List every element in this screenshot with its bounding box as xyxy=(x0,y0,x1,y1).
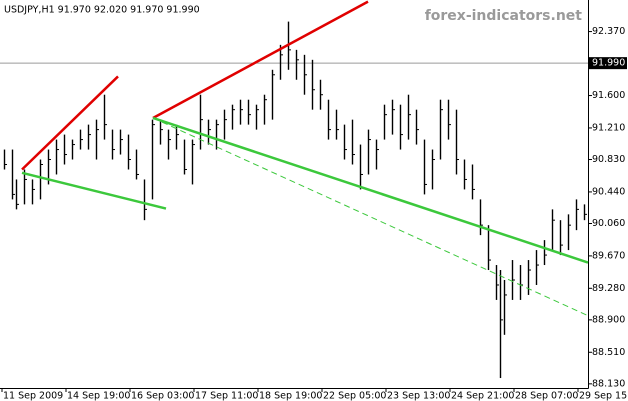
y-tick-label: 89.670 xyxy=(592,250,625,261)
x-tick-label: 16 Sep 03:00 xyxy=(131,391,194,401)
watermark: forex-indicators.net xyxy=(425,8,583,24)
x-tick-label: 17 Sep 11:00 xyxy=(195,391,258,401)
y-tick-label: 92.370 xyxy=(592,26,625,37)
x-tick-label: 24 Sep 21:00 xyxy=(451,391,514,401)
current-price-box xyxy=(589,57,627,70)
x-tick-label: 18 Sep 19:00 xyxy=(259,391,322,401)
trendline xyxy=(21,75,119,171)
current-price-label: 91.990 xyxy=(592,58,625,69)
y-tick-label: 88.130 xyxy=(592,378,625,389)
y-tick-label: 88.510 xyxy=(592,347,625,358)
trendline xyxy=(152,0,369,120)
trendline xyxy=(152,116,589,264)
y-tick-label: 90.060 xyxy=(592,218,625,229)
x-tick-label: 11 Sep 2009 xyxy=(3,391,63,401)
x-tick-label: 23 Sep 13:00 xyxy=(387,391,450,401)
x-tick-label: 29 Sep 15:00 xyxy=(579,391,628,401)
y-tick-label: 90.830 xyxy=(592,154,625,165)
y-tick-label: 91.600 xyxy=(592,90,625,101)
trendline xyxy=(21,171,167,210)
y-tick-label: 88.900 xyxy=(592,314,625,325)
y-tick-label: 90.440 xyxy=(592,186,625,197)
x-tick-label: 14 Sep 19:00 xyxy=(67,391,130,401)
y-tick-label: 89.280 xyxy=(592,283,625,294)
chart-title: USDJPY,H1 91.970 92.020 91.970 91.990 xyxy=(4,5,200,16)
y-tick-label: 91.210 xyxy=(592,122,625,133)
x-tick-label: 22 Sep 05:00 xyxy=(323,391,386,401)
x-tick-label: 28 Sep 07:00 xyxy=(515,391,578,401)
